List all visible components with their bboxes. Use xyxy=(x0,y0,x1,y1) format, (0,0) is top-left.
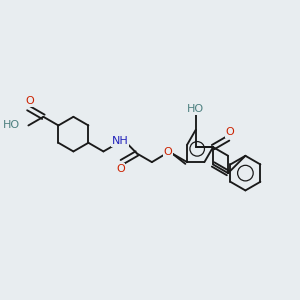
Text: HO: HO xyxy=(3,121,20,130)
Text: NH: NH xyxy=(112,136,128,146)
Text: O: O xyxy=(26,97,34,106)
Text: O: O xyxy=(116,164,125,174)
Text: O: O xyxy=(164,147,172,157)
Text: HO: HO xyxy=(187,104,204,114)
Text: O: O xyxy=(225,127,234,137)
